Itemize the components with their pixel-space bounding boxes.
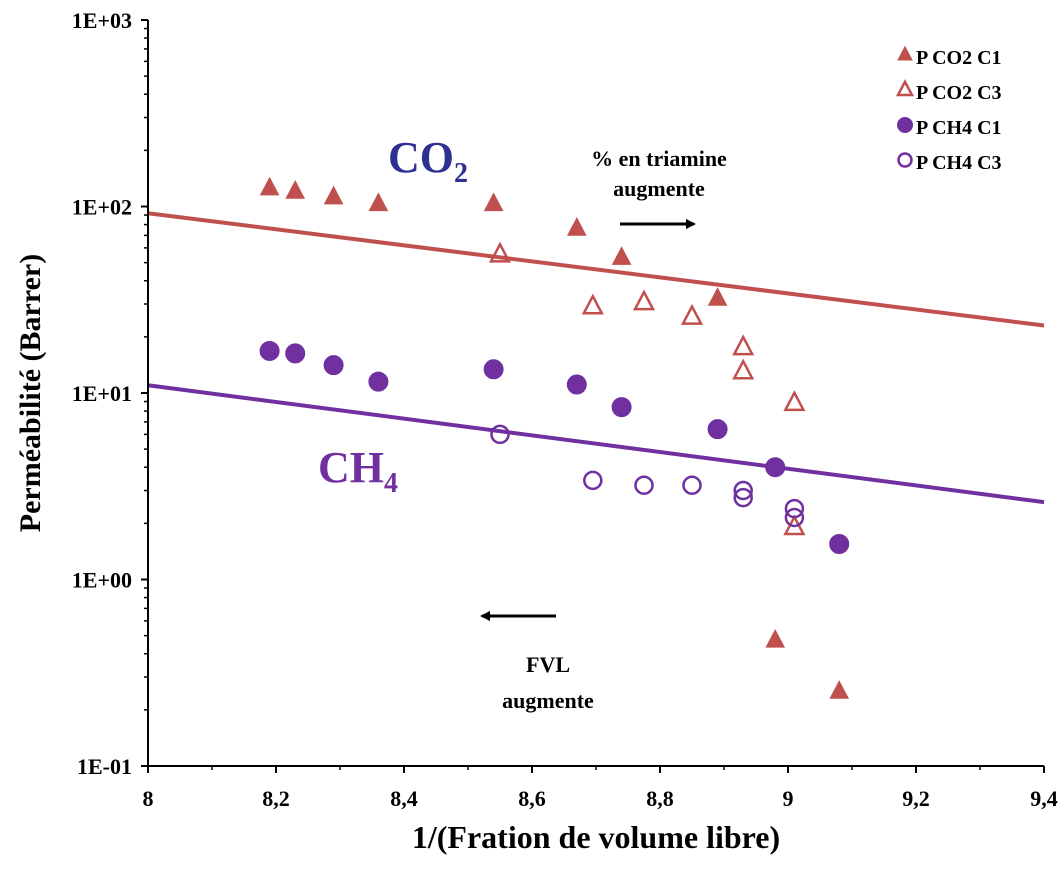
y-tick-label: 1E+02	[72, 195, 132, 220]
legend-label-p-co2-c3: P CO2 C3	[916, 82, 1002, 104]
point-p-co2-c3	[732, 334, 755, 356]
x-tick-label: 9,2	[902, 786, 930, 811]
triamine-annotation-line2: augmente	[613, 176, 705, 201]
point-p-ch4-c3	[634, 475, 654, 496]
legend-marker-p-co2-c1	[897, 45, 913, 61]
point-p-co2-c1	[707, 287, 728, 306]
x-tick-label: 8,4	[390, 786, 418, 811]
y-tick-label: 1E+00	[72, 568, 132, 593]
point-p-co2-c1	[323, 185, 344, 205]
point-p-ch4-c1	[566, 374, 587, 395]
trendlines	[147, 211, 1045, 505]
point-p-co2-c3	[783, 390, 806, 412]
point-p-co2-c1	[259, 176, 280, 196]
triamine-annotation-line1: % en triamine	[591, 146, 727, 171]
point-p-ch4-c3	[583, 470, 603, 491]
x-tick-label: 8,2	[262, 786, 290, 811]
point-p-co2-c3	[488, 241, 512, 263]
point-p-co2-c1	[829, 680, 850, 699]
legend-marker-p-ch4-c3	[897, 152, 913, 168]
point-p-ch4-c3	[784, 498, 805, 519]
point-p-ch4-c3	[733, 480, 753, 501]
legend-label-p-co2-c1: P CO2 C1	[916, 47, 1002, 69]
x-tick-label: 8,8	[646, 786, 674, 811]
point-p-ch4-c1	[323, 355, 344, 376]
point-p-ch4-c1	[611, 397, 632, 418]
point-p-ch4-c3	[733, 487, 753, 508]
point-p-co2-c3	[632, 289, 656, 311]
fvl-annotation-line1: FVL	[526, 652, 570, 677]
point-p-ch4-c1	[765, 457, 786, 478]
x-tick-label: 9,4	[1030, 786, 1058, 811]
x-tick-label: 8	[143, 786, 154, 811]
legend: P CO2 C1 P CO2 C3 P CH4 C1 P CH4 C3	[895, 45, 1002, 174]
co2-label: CO2	[388, 133, 468, 189]
x-tick-label: 8,6	[518, 786, 546, 811]
point-p-co2-c1	[611, 246, 632, 265]
point-p-ch4-c1	[285, 343, 306, 364]
point-p-co2-c1	[483, 192, 504, 212]
y-tick-label: 1E+03	[72, 8, 132, 33]
trendline-ch4	[147, 383, 1045, 505]
point-p-co2-c3	[732, 358, 755, 380]
point-p-ch4-c3	[490, 424, 510, 445]
point-p-ch4-c3	[784, 507, 805, 528]
point-p-co2-c1	[368, 192, 389, 212]
point-p-ch4-c1	[259, 340, 280, 361]
point-p-ch4-c3	[682, 475, 702, 496]
legend-marker-p-ch4-c1	[897, 117, 913, 133]
y-tick-label: 1E-01	[77, 754, 132, 779]
point-p-co2-c3	[581, 293, 604, 315]
legend-label-p-ch4-c3: P CH4 C3	[916, 152, 1002, 174]
legend-label-p-ch4-c1: P CH4 C1	[916, 117, 1002, 139]
y-axis-title: Perméabilité (Barrer)	[14, 254, 47, 532]
point-p-co2-c1	[566, 217, 587, 236]
point-p-ch4-c1	[368, 371, 389, 392]
trendline-co2	[147, 211, 1045, 328]
point-p-ch4-c1	[483, 359, 504, 380]
x-axis-title: 1/(Fration de volume libre)	[412, 819, 780, 855]
point-p-co2-c3	[680, 303, 704, 325]
point-p-co2-c1	[285, 180, 306, 199]
fvl-annotation-line2: augmente	[502, 688, 594, 713]
point-p-co2-c1	[765, 628, 786, 648]
y-tick-label: 1E+01	[72, 381, 132, 406]
legend-marker-p-co2-c3	[895, 79, 915, 97]
ch4-label: CH4	[318, 443, 398, 499]
point-p-ch4-c1	[707, 419, 728, 440]
point-p-ch4-c1	[829, 534, 850, 555]
data-points	[259, 176, 850, 699]
axis-ticks: 8 8,2 8,4 8,6 8,8 9 9,2 9,4 1E+03 1E+02 1E+01 1E+00…	[72, 8, 1058, 811]
x-tick-label: 9	[783, 786, 794, 811]
